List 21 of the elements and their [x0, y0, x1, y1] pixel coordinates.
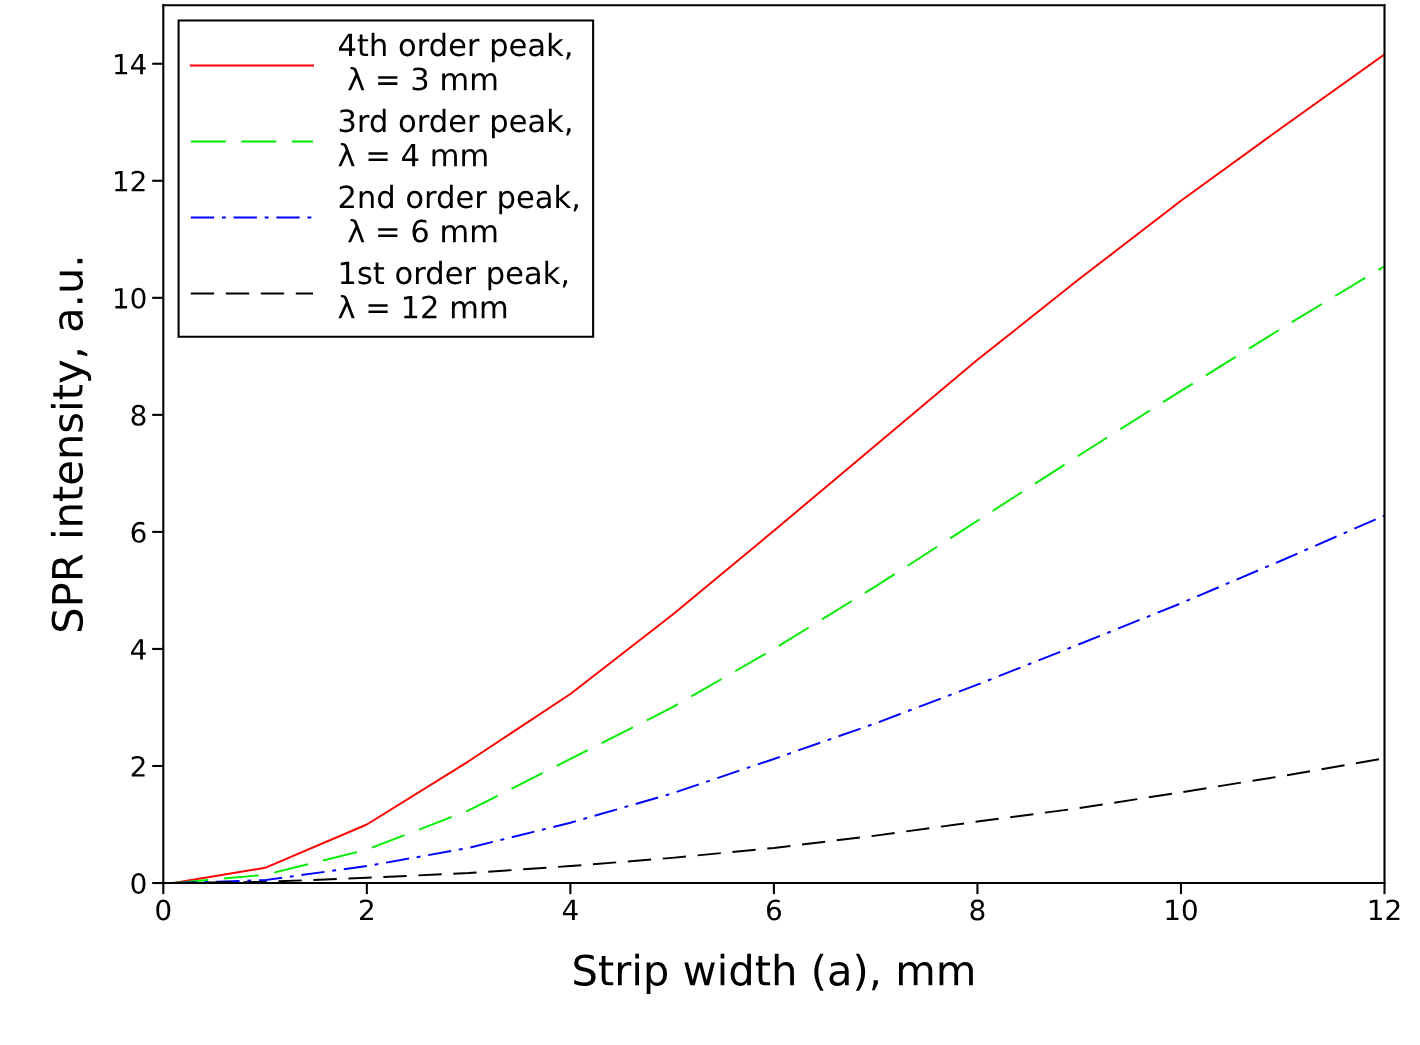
x-tick-label: 6: [767, 899, 781, 921]
x-tick-label: 0: [156, 899, 171, 921]
x-tick-label: 4: [562, 899, 578, 921]
x-axis-title: Strip width (a), mm: [574, 953, 973, 994]
y-tick-label: 10: [115, 287, 146, 309]
legend-label: 1st order peak, λ = 12 mm: [338, 260, 568, 319]
y-tick-label: 0: [131, 872, 146, 894]
x-tick-label: 12: [1369, 899, 1400, 921]
legend-label: 2nd order peak, λ = 6 mm: [339, 184, 578, 243]
x-tick-label: 8: [970, 899, 985, 921]
y-tick-label: 12: [115, 170, 145, 192]
legend-label: 3rd order peak, λ = 4 mm: [338, 108, 571, 167]
legend-label: 4th order peak, λ = 3 mm: [338, 32, 571, 91]
x-tick-label: 2: [360, 899, 373, 921]
y-tick-label: 14: [115, 54, 146, 75]
y-tick-label: 6: [131, 521, 146, 543]
y-tick-label: 2: [131, 755, 145, 777]
x-tick-label: 10: [1166, 899, 1197, 921]
y-axis-title: SPR intensity, a.u.: [50, 258, 92, 632]
y-tick-label: 8: [131, 404, 146, 426]
y-tick-label: 4: [131, 639, 146, 660]
